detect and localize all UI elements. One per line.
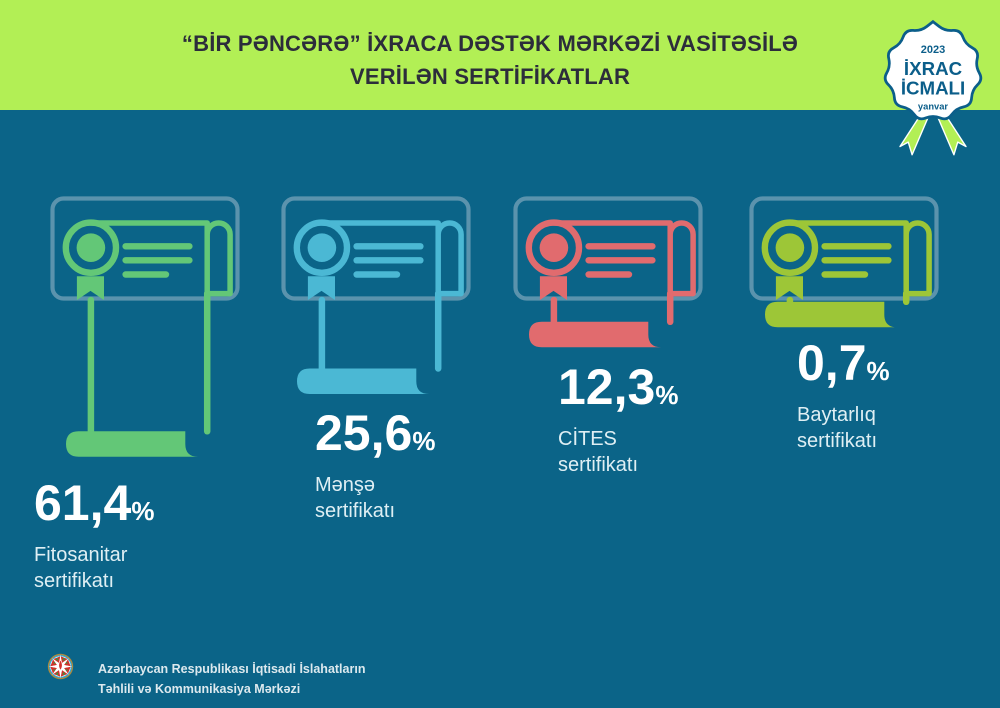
svg-text:2023: 2023 [921, 44, 945, 56]
svg-text:İXRAC: İXRAC [904, 58, 962, 79]
svg-text:yanvar: yanvar [918, 102, 948, 112]
svg-text:İCMALI: İCMALI [901, 77, 965, 98]
